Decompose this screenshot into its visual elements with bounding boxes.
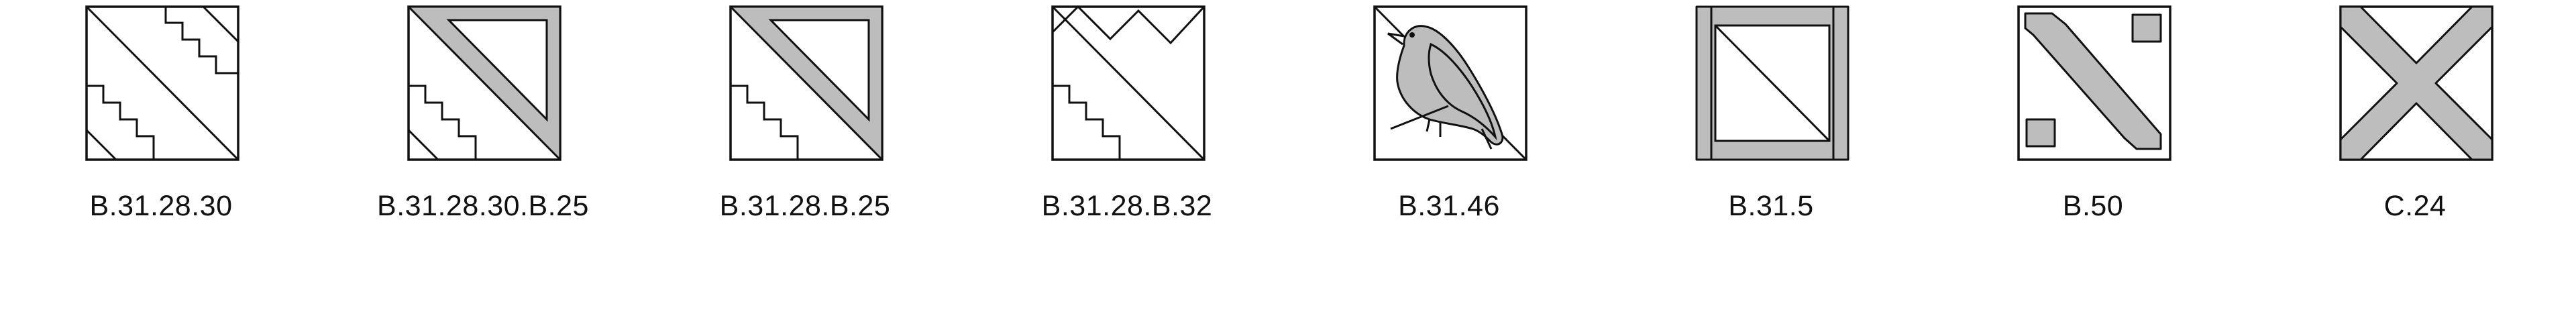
symbol-tile-b-31-28-b-25: B.31.28.B.25 xyxy=(644,0,966,322)
symbol-label: B.31.5 xyxy=(1728,190,1814,222)
symbol-tile-b-31-28-30: B.31.28.30 xyxy=(0,0,322,322)
zigzag-stepped-diagonal-icon xyxy=(1051,5,1205,161)
stepped-triangle-pattern-icon xyxy=(729,5,883,161)
saltire-cross-icon xyxy=(2339,5,2493,161)
symbol-tile-b-31-5: B.31.5 xyxy=(1610,0,1932,322)
symbol-label: B.31.28.B.25 xyxy=(719,190,891,222)
symbol-label: B.31.28.30.B.25 xyxy=(377,190,589,222)
stepped-triangle-pattern-icon xyxy=(407,5,561,161)
bird-icon xyxy=(1373,5,1527,161)
corner-squares-diagonal-icon xyxy=(2017,5,2171,161)
stepped-diagonal-pattern-icon xyxy=(85,5,239,161)
symbol-tile-b-31-28-b-32: B.31.28.B.32 xyxy=(966,0,1288,322)
symbol-label: C.24 xyxy=(2383,190,2447,222)
symbol-label: B.31.28.B.32 xyxy=(1041,190,1213,222)
symbol-tile-b-50: B.50 xyxy=(1932,0,2254,322)
framed-diagonal-icon xyxy=(1695,5,1849,161)
symbol-label: B.50 xyxy=(2062,190,2124,222)
symbol-tile-c-24: C.24 xyxy=(2254,0,2576,322)
symbol-label: B.31.46 xyxy=(1398,190,1500,222)
symbol-label: B.31.28.30 xyxy=(89,190,233,222)
symbol-tile-b-31-46: B.31.46 xyxy=(1288,0,1610,322)
symbol-tile-b-31-28-30-b-25: B.31.28.30.B.25 xyxy=(322,0,644,322)
